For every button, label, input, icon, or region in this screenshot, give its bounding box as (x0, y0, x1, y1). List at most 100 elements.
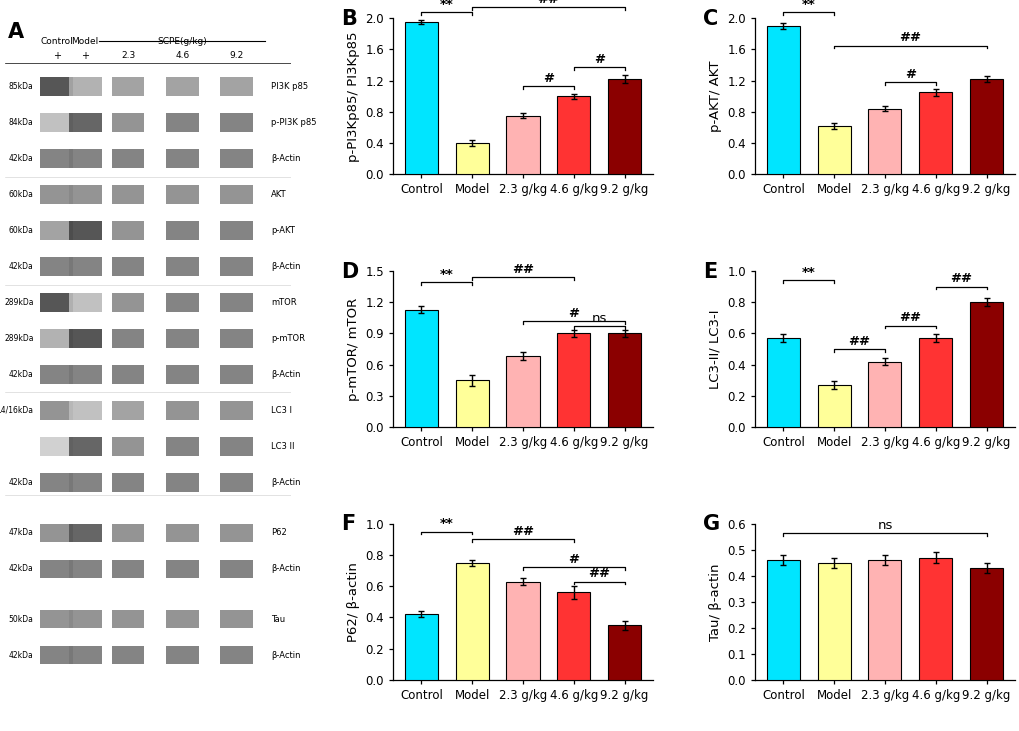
Text: #: # (542, 72, 553, 85)
FancyBboxPatch shape (68, 329, 102, 348)
Bar (506, 115, 539, 174)
Text: 42kDa: 42kDa (9, 370, 34, 379)
FancyBboxPatch shape (111, 221, 145, 240)
FancyBboxPatch shape (40, 473, 73, 492)
Text: #: # (568, 307, 579, 319)
Text: **: ** (439, 0, 453, 11)
FancyBboxPatch shape (111, 329, 145, 348)
Text: 47kDa: 47kDa (9, 529, 34, 537)
Text: 42kDa: 42kDa (9, 154, 34, 163)
FancyBboxPatch shape (40, 401, 73, 420)
Text: 60kDa: 60kDa (9, 190, 34, 199)
FancyBboxPatch shape (166, 523, 199, 542)
Text: ##: ## (848, 335, 869, 348)
Text: 42kDa: 42kDa (9, 564, 34, 573)
Text: 50kDa: 50kDa (9, 615, 34, 624)
FancyBboxPatch shape (68, 437, 102, 455)
Text: β-Actin: β-Actin (271, 478, 301, 487)
Y-axis label: LC3-II/ LC3-I: LC3-II/ LC3-I (708, 309, 721, 389)
FancyBboxPatch shape (166, 293, 199, 311)
Bar (405, 309, 437, 427)
Text: SCPE(g/kg): SCPE(g/kg) (157, 37, 207, 46)
Text: 14/16kDa: 14/16kDa (0, 406, 34, 415)
Text: β-Actin: β-Actin (271, 370, 301, 379)
Bar (607, 625, 641, 680)
Bar (766, 26, 799, 174)
FancyBboxPatch shape (220, 149, 253, 168)
Text: β-Actin: β-Actin (271, 651, 301, 659)
FancyBboxPatch shape (111, 293, 145, 311)
Bar (918, 92, 952, 174)
FancyBboxPatch shape (220, 257, 253, 276)
Text: 2.3: 2.3 (121, 51, 136, 61)
Bar (969, 302, 1002, 427)
FancyBboxPatch shape (111, 366, 145, 384)
Text: A: A (8, 22, 24, 42)
Bar (817, 126, 850, 174)
Text: +: + (82, 51, 89, 61)
FancyBboxPatch shape (40, 113, 73, 132)
Bar (867, 560, 901, 680)
Bar (556, 96, 590, 174)
FancyBboxPatch shape (166, 366, 199, 384)
Text: **: ** (439, 518, 453, 531)
Text: PI3K p85: PI3K p85 (271, 82, 308, 91)
Text: #: # (568, 553, 579, 567)
FancyBboxPatch shape (68, 77, 102, 96)
Text: 9.2: 9.2 (229, 51, 244, 61)
Text: 289kDa: 289kDa (4, 298, 34, 307)
FancyBboxPatch shape (220, 329, 253, 348)
FancyBboxPatch shape (220, 77, 253, 96)
Text: 84kDa: 84kDa (9, 118, 34, 127)
FancyBboxPatch shape (111, 113, 145, 132)
Text: LC3 II: LC3 II (271, 442, 294, 451)
Bar (455, 143, 488, 174)
Bar (405, 614, 437, 680)
FancyBboxPatch shape (40, 221, 73, 240)
FancyBboxPatch shape (220, 221, 253, 240)
Bar (918, 338, 952, 427)
Bar (969, 79, 1002, 174)
Text: **: ** (801, 0, 815, 11)
FancyBboxPatch shape (166, 401, 199, 420)
Text: p-AKT: p-AKT (271, 226, 294, 235)
Bar (506, 356, 539, 427)
FancyBboxPatch shape (220, 559, 253, 578)
Bar (867, 109, 901, 174)
FancyBboxPatch shape (40, 437, 73, 455)
Bar (405, 22, 437, 174)
FancyBboxPatch shape (68, 401, 102, 420)
Text: B: B (340, 9, 357, 29)
Text: ##: ## (512, 525, 534, 538)
FancyBboxPatch shape (40, 185, 73, 204)
Text: 85kDa: 85kDa (9, 82, 34, 91)
FancyBboxPatch shape (68, 559, 102, 578)
FancyBboxPatch shape (220, 401, 253, 420)
Y-axis label: p-AKT/ AKT: p-AKT/ AKT (708, 61, 721, 132)
FancyBboxPatch shape (40, 149, 73, 168)
FancyBboxPatch shape (220, 366, 253, 384)
FancyBboxPatch shape (68, 473, 102, 492)
Text: 42kDa: 42kDa (9, 262, 34, 271)
FancyBboxPatch shape (166, 610, 199, 629)
Text: ##: ## (899, 31, 920, 45)
Text: 42kDa: 42kDa (9, 651, 34, 659)
Text: ns: ns (876, 519, 892, 531)
FancyBboxPatch shape (40, 257, 73, 276)
Text: p-mTOR: p-mTOR (271, 334, 305, 343)
FancyBboxPatch shape (68, 113, 102, 132)
FancyBboxPatch shape (166, 646, 199, 664)
FancyBboxPatch shape (68, 149, 102, 168)
FancyBboxPatch shape (166, 77, 199, 96)
FancyBboxPatch shape (40, 646, 73, 664)
FancyBboxPatch shape (111, 437, 145, 455)
Text: F: F (340, 515, 355, 534)
Text: LC3 I: LC3 I (271, 406, 291, 415)
FancyBboxPatch shape (111, 646, 145, 664)
FancyBboxPatch shape (220, 610, 253, 629)
Text: G: G (702, 515, 719, 534)
Text: Tau: Tau (271, 615, 285, 624)
FancyBboxPatch shape (40, 329, 73, 348)
FancyBboxPatch shape (111, 185, 145, 204)
Text: **: ** (801, 266, 815, 279)
